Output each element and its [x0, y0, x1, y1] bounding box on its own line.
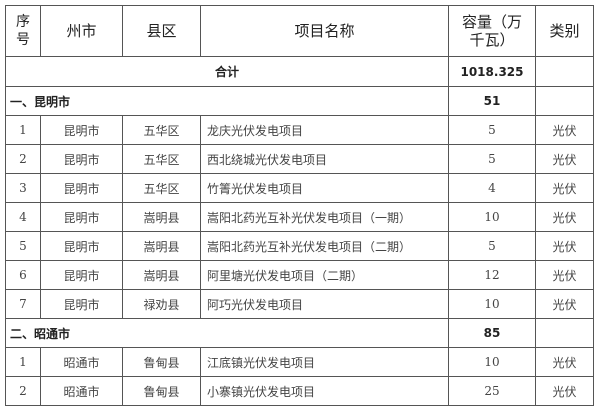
- table-row: 7 昆明市 禄劝县 阿巧光伏发电项目 10 光伏: [5, 289, 594, 319]
- header-seq: 序号: [5, 5, 41, 57]
- cell-county: 嵩明县: [122, 202, 201, 232]
- cell-type: 光伏: [535, 260, 594, 290]
- cell-capacity: 10: [448, 347, 536, 377]
- cell-type: 光伏: [535, 376, 594, 406]
- group-capacity: 51: [448, 86, 536, 116]
- cell-city: 昆明市: [40, 289, 123, 319]
- cell-seq: 5: [5, 231, 41, 261]
- cell-project-name: 竹箐光伏发电项目: [200, 173, 449, 203]
- cell-capacity: 4: [448, 173, 536, 203]
- cell-capacity: 5: [448, 144, 536, 174]
- cell-capacity: 10: [448, 202, 536, 232]
- cell-city: 昆明市: [40, 202, 123, 232]
- cell-project-name: 阿巧光伏发电项目: [200, 289, 449, 319]
- table-row: 2 昭通市 鲁甸县 小寨镇光伏发电项目 25 光伏: [5, 376, 594, 406]
- cell-seq: 7: [5, 289, 41, 319]
- group-label: 一、昆明市: [5, 86, 449, 116]
- cell-type: 光伏: [535, 115, 594, 145]
- cell-county: 五华区: [122, 173, 201, 203]
- cell-capacity: 5: [448, 231, 536, 261]
- table-row: 1 昭通市 鲁甸县 江底镇光伏发电项目 10 光伏: [5, 347, 594, 377]
- group-row: 二、昭通市 85: [5, 318, 594, 348]
- cell-city: 昭通市: [40, 347, 123, 377]
- group-type: [535, 318, 594, 348]
- cell-capacity: 5: [448, 115, 536, 145]
- cell-type: 光伏: [535, 202, 594, 232]
- total-type: [535, 56, 594, 87]
- header-row: 序号 州市 县区 项目名称 容量（万千瓦） 类别: [5, 5, 594, 57]
- cell-seq: 1: [5, 347, 41, 377]
- header-capacity: 容量（万千瓦）: [448, 5, 536, 57]
- cell-type: 光伏: [535, 144, 594, 174]
- cell-county: 鲁甸县: [122, 376, 201, 406]
- group-capacity: 85: [448, 318, 536, 348]
- cell-county: 五华区: [122, 144, 201, 174]
- cell-seq: 1: [5, 115, 41, 145]
- cell-city: 昆明市: [40, 173, 123, 203]
- table-row: 2 昆明市 五华区 西北绕城光伏发电项目 5 光伏: [5, 144, 594, 174]
- cell-county: 禄劝县: [122, 289, 201, 319]
- header-city: 州市: [40, 5, 123, 57]
- cell-seq: 6: [5, 260, 41, 290]
- project-table-container: 序号 州市 县区 项目名称 容量（万千瓦） 类别 合计 1018.325 一、昆…: [5, 5, 594, 406]
- total-row: 合计 1018.325: [5, 56, 594, 87]
- cell-project-name: 西北绕城光伏发电项目: [200, 144, 449, 174]
- cell-capacity: 25: [448, 376, 536, 406]
- cell-project-name: 龙庆光伏发电项目: [200, 115, 449, 145]
- cell-seq: 2: [5, 376, 41, 406]
- cell-city: 昆明市: [40, 115, 123, 145]
- cell-capacity: 12: [448, 260, 536, 290]
- cell-seq: 3: [5, 173, 41, 203]
- cell-type: 光伏: [535, 173, 594, 203]
- group-label: 二、昭通市: [5, 318, 449, 348]
- cell-type: 光伏: [535, 347, 594, 377]
- cell-county: 嵩明县: [122, 231, 201, 261]
- cell-county: 鲁甸县: [122, 347, 201, 377]
- cell-capacity: 10: [448, 289, 536, 319]
- total-capacity: 1018.325: [448, 56, 536, 87]
- cell-type: 光伏: [535, 231, 594, 261]
- total-label: 合计: [5, 56, 449, 87]
- cell-city: 昆明市: [40, 144, 123, 174]
- table-row: 1 昆明市 五华区 龙庆光伏发电项目 5 光伏: [5, 115, 594, 145]
- table-row: 4 昆明市 嵩明县 嵩阳北药光互补光伏发电项目（一期） 10 光伏: [5, 202, 594, 232]
- cell-project-name: 小寨镇光伏发电项目: [200, 376, 449, 406]
- cell-county: 五华区: [122, 115, 201, 145]
- cell-county: 嵩明县: [122, 260, 201, 290]
- cell-city: 昭通市: [40, 376, 123, 406]
- table-row: 3 昆明市 五华区 竹箐光伏发电项目 4 光伏: [5, 173, 594, 203]
- cell-project-name: 嵩阳北药光互补光伏发电项目（二期）: [200, 231, 449, 261]
- cell-project-name: 阿里塘光伏发电项目（二期）: [200, 260, 449, 290]
- table-row: 6 昆明市 嵩明县 阿里塘光伏发电项目（二期） 12 光伏: [5, 260, 594, 290]
- group-type: [535, 86, 594, 116]
- project-table: 序号 州市 县区 项目名称 容量（万千瓦） 类别 合计 1018.325 一、昆…: [5, 5, 594, 406]
- cell-type: 光伏: [535, 289, 594, 319]
- header-type: 类别: [535, 5, 594, 57]
- cell-city: 昆明市: [40, 231, 123, 261]
- cell-project-name: 嵩阳北药光互补光伏发电项目（一期）: [200, 202, 449, 232]
- table-row: 5 昆明市 嵩明县 嵩阳北药光互补光伏发电项目（二期） 5 光伏: [5, 231, 594, 261]
- cell-project-name: 江底镇光伏发电项目: [200, 347, 449, 377]
- cell-seq: 4: [5, 202, 41, 232]
- cell-seq: 2: [5, 144, 41, 174]
- cell-city: 昆明市: [40, 260, 123, 290]
- header-name: 项目名称: [200, 5, 449, 57]
- group-row: 一、昆明市 51: [5, 86, 594, 116]
- header-county: 县区: [122, 5, 201, 57]
